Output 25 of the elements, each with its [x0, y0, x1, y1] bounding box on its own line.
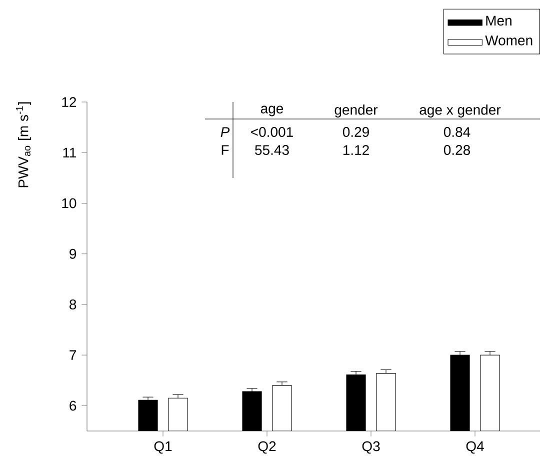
annotation: P: [220, 127, 230, 137]
annotation: 0.28: [444, 145, 470, 155]
y-axis-title: PWV$_{ao}$ [m s$^{-1}$]: [16, 102, 32, 188]
annotation: 1.12: [343, 145, 369, 155]
legend-label: Women: [485, 36, 532, 46]
y-tick-label: 8: [70, 300, 76, 310]
x-tick-label: Q4: [466, 441, 484, 454]
annotation: 55.43: [255, 145, 289, 155]
annotation: age x gender: [420, 104, 501, 118]
x-tick-label: Q1: [154, 441, 172, 454]
annotation: F: [222, 145, 229, 155]
y-tick-label: 10: [62, 198, 76, 208]
y-tick-label: 12: [62, 97, 76, 107]
y-tick-label: 6: [70, 400, 76, 411]
x-tick-label: Q2: [258, 441, 276, 454]
annotation: 0.29: [342, 127, 369, 137]
y-tick-label: 7: [70, 350, 76, 360]
annotation: <0.001: [251, 127, 293, 137]
annotation: 0.84: [444, 127, 470, 137]
y-tick-label: 11: [63, 148, 76, 158]
annotation: age: [260, 106, 284, 116]
y-tick-label: 9: [70, 248, 76, 259]
annotation: gender: [334, 104, 378, 118]
x-tick-label: Q3: [362, 441, 380, 454]
legend-label: Men: [486, 16, 512, 26]
